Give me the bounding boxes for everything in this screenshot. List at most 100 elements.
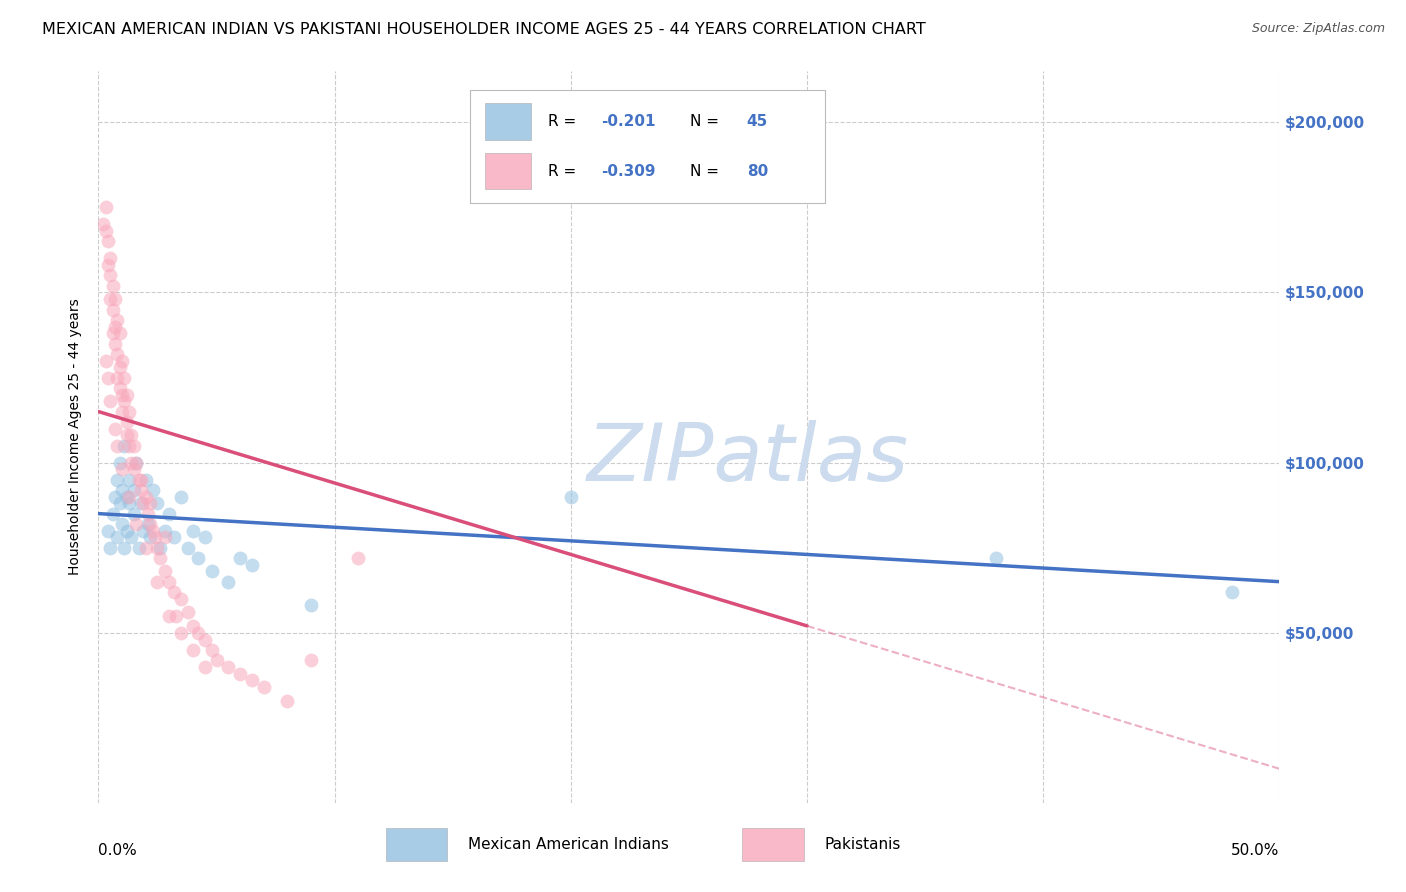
Point [105,370,128,384]
Point [115,387,138,401]
Point [118,439,141,453]
Point [170,591,193,606]
Point [276,694,298,708]
Point [135,541,157,555]
Point [157,608,180,623]
Text: ZIPatlas: ZIPatlas [586,420,910,498]
Point [217,659,239,673]
Point [122,439,145,453]
Point [163,531,186,545]
Point [240,673,263,688]
Point [194,531,217,545]
Point [132,496,155,510]
Point [181,524,204,538]
Point [132,524,155,538]
Point [347,550,370,565]
Point [108,360,131,375]
Point [142,483,165,497]
Point [122,507,145,521]
Point [112,394,135,409]
Point [105,347,128,361]
Point [139,516,162,531]
Point [135,490,157,504]
Point [104,490,127,504]
Point [125,516,148,531]
Text: Source: ZipAtlas.com: Source: ZipAtlas.com [1251,22,1385,36]
Point [97,235,120,249]
Point [98,541,121,555]
Point [98,268,121,283]
Point [129,473,152,487]
Point [129,483,152,497]
Point [105,312,128,326]
Text: MEXICAN AMERICAN INDIAN VS PAKISTANI HOUSEHOLDER INCOME AGES 25 - 44 YEARS CORRE: MEXICAN AMERICAN INDIAN VS PAKISTANI HOU… [42,22,927,37]
Point [101,326,124,341]
Point [94,353,117,368]
Point [187,550,209,565]
Point [984,550,1007,565]
Point [181,619,204,633]
Y-axis label: Householder Income Ages 25 - 44 years: Householder Income Ages 25 - 44 years [69,299,83,575]
Point [121,531,143,545]
Point [94,201,117,215]
Point [560,490,582,504]
Point [177,541,200,555]
Point [108,381,131,395]
Point [163,585,186,599]
Point [108,326,131,341]
Point [115,415,138,429]
Point [299,599,322,613]
Point [122,462,145,476]
Point [299,653,322,667]
Point [149,541,172,555]
Point [142,524,165,538]
Point [112,541,135,555]
Point [111,404,134,418]
Point [105,531,128,545]
Point [104,421,127,435]
Point [129,496,152,510]
Point [101,302,124,317]
Point [217,574,239,589]
Point [253,680,276,694]
Point [97,524,120,538]
Point [98,293,121,307]
Point [194,632,217,647]
Point [229,550,252,565]
Point [125,456,148,470]
Point [118,496,141,510]
Point [105,439,128,453]
Point [94,224,117,238]
Point [108,496,131,510]
Point [115,524,138,538]
Point [101,278,124,293]
Point [104,336,127,351]
Point [118,490,141,504]
Point [118,404,141,418]
Point [121,456,143,470]
Point [229,666,252,681]
Point [112,439,135,453]
Point [97,258,120,272]
Point [194,659,217,673]
Point [181,642,204,657]
Point [153,531,176,545]
Point [128,541,150,555]
Point [170,490,193,504]
Point [98,252,121,266]
Point [139,496,162,510]
Point [170,625,193,640]
Point [105,473,128,487]
Point [177,605,200,619]
Point [149,550,172,565]
Point [112,370,135,384]
Point [122,483,145,497]
Point [111,353,134,368]
Point [1220,585,1243,599]
Point [153,565,176,579]
Point [101,507,124,521]
Point [146,496,169,510]
Point [128,473,150,487]
Point [146,541,169,555]
Text: 0.0%: 0.0% [98,843,138,858]
